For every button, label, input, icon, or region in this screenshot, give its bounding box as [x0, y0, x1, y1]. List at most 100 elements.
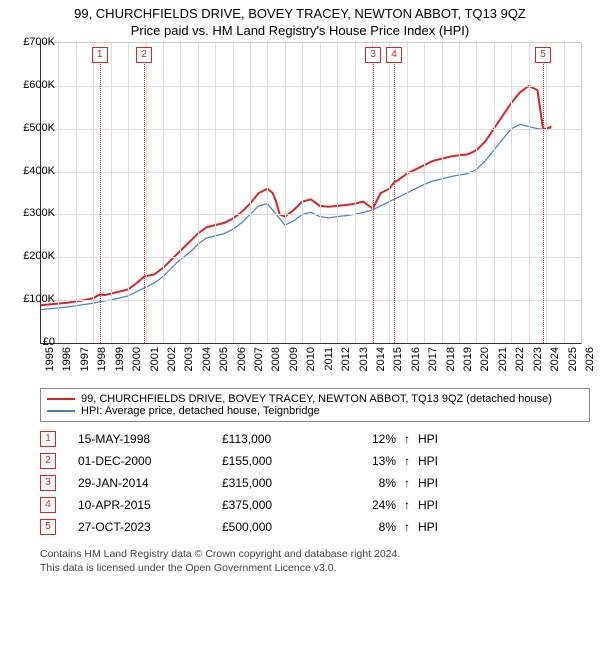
sale-vs-label: HPI [418, 476, 458, 490]
gridline-v [58, 43, 59, 343]
sales-row: 115-MAY-1998£113,00012%↑HPI [40, 428, 590, 450]
sale-price: £155,000 [222, 454, 332, 468]
gridline-v [146, 43, 147, 343]
xtick-label: 2008 [270, 347, 282, 371]
sales-marker-box: 4 [40, 497, 56, 513]
sale-vs-label: HPI [418, 498, 458, 512]
gridline-h [41, 214, 581, 215]
xtick-label: 2015 [392, 347, 404, 371]
sale-delta: 13% [336, 454, 396, 468]
sale-delta: 8% [336, 520, 396, 534]
xtick-label: 2005 [218, 347, 230, 371]
sale-price: £500,000 [222, 520, 332, 534]
sales-marker-box: 3 [40, 475, 56, 491]
ytick-label: £200K [23, 250, 55, 262]
legend-label: HPI: Average price, detached house, Teig… [81, 405, 320, 417]
sale-date: 15-MAY-1998 [78, 432, 218, 446]
gridline-v [389, 43, 390, 343]
gridline-v [128, 43, 129, 343]
sale-date: 01-DEC-2000 [78, 454, 218, 468]
sale-vs-label: HPI [418, 454, 458, 468]
chart-title-line1: 99, CHURCHFIELDS DRIVE, BOVEY TRACEY, NE… [0, 6, 600, 21]
sale-vs-label: HPI [418, 520, 458, 534]
sale-marker-box: 1 [92, 47, 108, 63]
xtick-label: 2000 [131, 347, 143, 371]
gridline-v [494, 43, 495, 343]
chart-container: 99, CHURCHFIELDS DRIVE, BOVEY TRACEY, NE… [0, 6, 600, 656]
gridline-v [76, 43, 77, 343]
xtick-label: 2022 [514, 347, 526, 371]
footer-line2: This data is licensed under the Open Gov… [40, 562, 590, 576]
xtick-label: 2018 [445, 347, 457, 371]
ytick-label: £100K [23, 293, 55, 305]
gridline-v [250, 43, 251, 343]
series-hpi [41, 124, 551, 309]
sale-marker-line [373, 61, 374, 343]
sales-row: 329-JAN-2014£315,0008%↑HPI [40, 472, 590, 494]
gridline-v [459, 43, 460, 343]
sale-date: 27-OCT-2023 [78, 520, 218, 534]
xtick-label: 2016 [410, 347, 422, 371]
xtick-label: 2010 [305, 347, 317, 371]
series-price_paid [41, 86, 551, 305]
sale-marker-line [100, 61, 101, 343]
sales-row: 410-APR-2015£375,00024%↑HPI [40, 494, 590, 516]
arrow-up-icon: ↑ [400, 498, 414, 512]
line-series-svg [41, 43, 581, 343]
xtick-label: 2023 [532, 347, 544, 371]
gridline-v [337, 43, 338, 343]
gridline-v [424, 43, 425, 343]
xtick-label: 2011 [323, 347, 335, 371]
xtick-label: 2012 [340, 347, 352, 371]
gridline-v [215, 43, 216, 343]
xtick-label: 2014 [375, 347, 387, 371]
sale-marker-box: 4 [386, 47, 402, 63]
ytick-label: £300K [23, 207, 55, 219]
gridline-v [476, 43, 477, 343]
sale-marker-box: 5 [535, 47, 551, 63]
sale-marker-box: 3 [365, 47, 381, 63]
gridline-v [546, 43, 547, 343]
gridline-v [267, 43, 268, 343]
sale-date: 29-JAN-2014 [78, 476, 218, 490]
xtick-label: 2002 [166, 347, 178, 371]
sales-table: 115-MAY-1998£113,00012%↑HPI201-DEC-2000£… [40, 428, 590, 538]
legend-item: 99, CHURCHFIELDS DRIVE, BOVEY TRACEY, NE… [47, 393, 583, 405]
ytick-label: £700K [23, 36, 55, 48]
xtick-label: 1996 [61, 347, 73, 371]
gridline-h [41, 257, 581, 258]
sale-vs-label: HPI [418, 432, 458, 446]
gridline-v [407, 43, 408, 343]
xtick-label: 2024 [549, 347, 561, 371]
gridline-h [41, 86, 581, 87]
arrow-up-icon: ↑ [400, 476, 414, 490]
legend-swatch [47, 398, 75, 400]
chart-title-line2: Price paid vs. HM Land Registry's House … [0, 23, 600, 38]
xtick-label: 2007 [253, 347, 265, 371]
gridline-v [511, 43, 512, 343]
gridline-v [529, 43, 530, 343]
sale-price: £315,000 [222, 476, 332, 490]
sale-price: £113,000 [222, 432, 332, 446]
xtick-label: 2026 [584, 347, 596, 371]
ytick-label: £600K [23, 79, 55, 91]
gridline-v [355, 43, 356, 343]
legend-item: HPI: Average price, detached house, Teig… [47, 405, 583, 417]
gridline-v [564, 43, 565, 343]
xtick-label: 2020 [479, 347, 491, 371]
xtick-label: 2021 [497, 347, 509, 371]
xtick-label: 1997 [79, 347, 91, 371]
gridline-v [442, 43, 443, 343]
gridline-v [198, 43, 199, 343]
sales-marker-box: 1 [40, 431, 56, 447]
sale-delta: 12% [336, 432, 396, 446]
gridline-h [41, 172, 581, 173]
arrow-up-icon: ↑ [400, 520, 414, 534]
chart-area: 12345 £0£100K£200K£300K£400K£500K£600K£7… [40, 42, 600, 382]
legend-swatch [47, 410, 75, 412]
sale-price: £375,000 [222, 498, 332, 512]
sale-marker-line [394, 61, 395, 343]
gridline-v [302, 43, 303, 343]
gridline-v [163, 43, 164, 343]
xtick-label: 2017 [427, 347, 439, 371]
